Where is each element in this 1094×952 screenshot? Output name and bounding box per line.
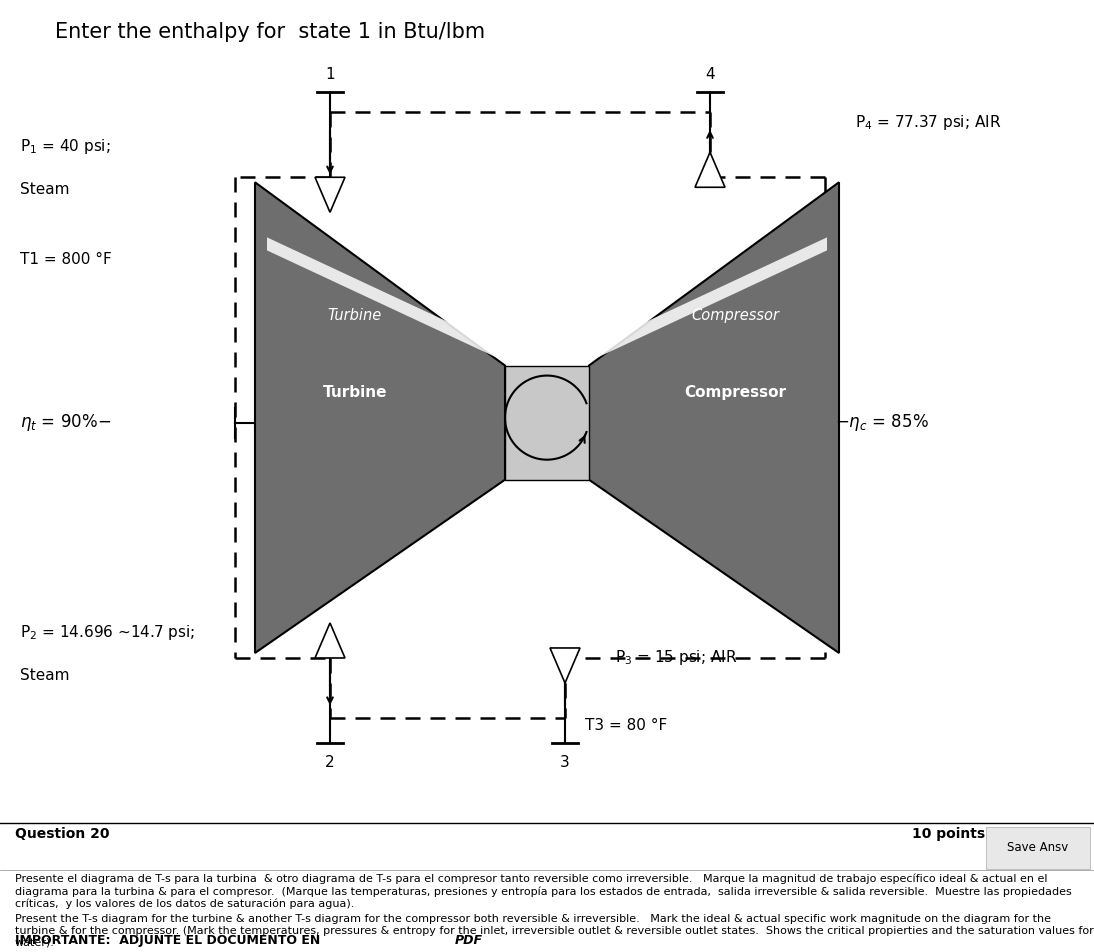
Polygon shape	[267, 237, 503, 361]
Text: Turbine: Turbine	[328, 308, 382, 323]
Text: Enter the enthalpy for  state 1 in Btu/lbm: Enter the enthalpy for state 1 in Btu/lb…	[55, 22, 485, 42]
Text: 4: 4	[706, 68, 714, 82]
Text: 2: 2	[325, 755, 335, 770]
Text: P$_3$ = 15 psi; AIR: P$_3$ = 15 psi; AIR	[615, 648, 737, 667]
Bar	[505, 366, 589, 480]
Text: T1 = 800 °F: T1 = 800 °F	[20, 252, 112, 268]
Text: Save Ansv: Save Ansv	[1008, 842, 1069, 854]
Text: $\eta_t$ = 90%$-$: $\eta_t$ = 90%$-$	[20, 412, 112, 433]
Polygon shape	[315, 623, 345, 658]
Text: IMPORTANTE:  ADJUNTE EL DOCUMENTO EN: IMPORTANTE: ADJUNTE EL DOCUMENTO EN	[15, 934, 325, 947]
Text: P$_2$ = 14.696 ~14.7 psi;: P$_2$ = 14.696 ~14.7 psi;	[20, 623, 195, 642]
Text: P$_4$ = 77.37 psi; AIR: P$_4$ = 77.37 psi; AIR	[856, 112, 1001, 131]
Polygon shape	[315, 177, 345, 212]
Text: Compressor: Compressor	[691, 308, 779, 323]
Text: Steam: Steam	[20, 668, 70, 683]
Text: Steam: Steam	[20, 182, 70, 197]
Text: Presente el diagrama de T-s para la turbina  & otro diagrama de T-s para el comp: Presente el diagrama de T-s para la turb…	[15, 874, 1072, 909]
Polygon shape	[695, 152, 725, 188]
Polygon shape	[591, 237, 827, 361]
Polygon shape	[550, 648, 580, 683]
Text: 3: 3	[560, 755, 570, 770]
Text: 10 points: 10 points	[912, 826, 985, 841]
Text: P$_1$ = 40 psi;: P$_1$ = 40 psi;	[20, 137, 110, 156]
Text: $-\eta_c$ = 85%: $-\eta_c$ = 85%	[835, 412, 929, 433]
Text: Question 20: Question 20	[15, 826, 109, 841]
Text: PDF: PDF	[455, 934, 482, 947]
Polygon shape	[589, 182, 839, 653]
Text: T3 = 80 °F: T3 = 80 °F	[585, 718, 667, 733]
Text: 1: 1	[325, 68, 335, 82]
Text: Compressor: Compressor	[684, 386, 785, 400]
Text: Turbine: Turbine	[323, 386, 387, 400]
FancyBboxPatch shape	[986, 826, 1090, 869]
Text: Present the T-s diagram for the turbine & another T-s diagram for the compressor: Present the T-s diagram for the turbine …	[15, 914, 1094, 947]
Polygon shape	[255, 182, 505, 653]
